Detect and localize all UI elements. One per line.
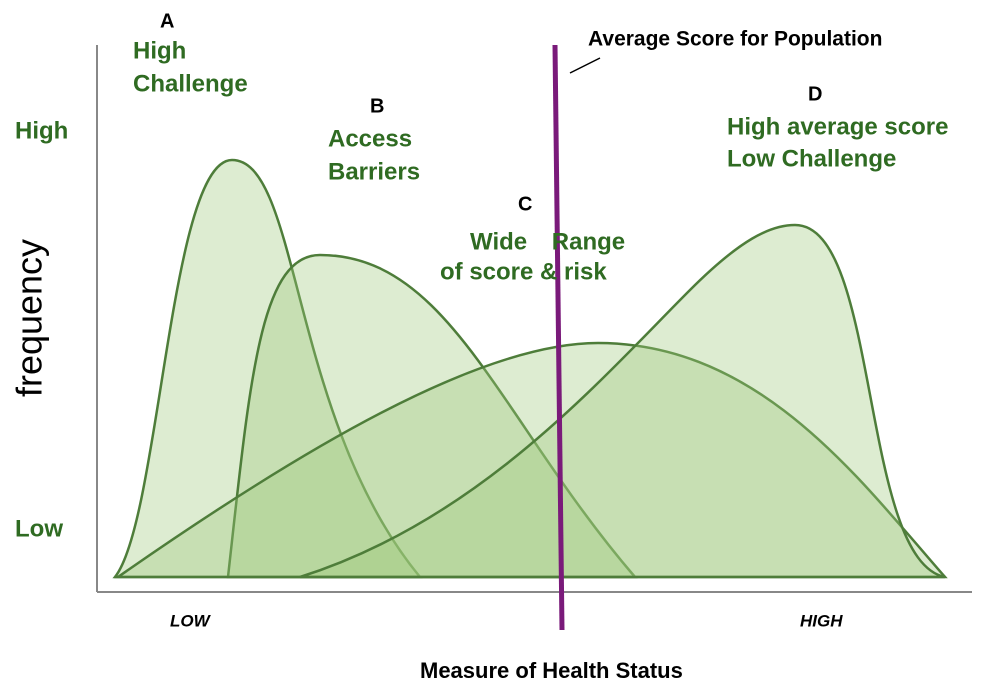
group-label: of score & risk	[440, 258, 607, 285]
group-letter: C	[518, 193, 532, 215]
group-label: High	[133, 37, 186, 64]
pointer	[569, 57, 601, 74]
average-label: Average Score for Population	[588, 28, 882, 51]
group-letter: A	[160, 10, 174, 32]
group-label: Low Challenge	[727, 145, 896, 172]
y-axis-label: frequency	[9, 239, 50, 397]
y-low: Low	[15, 515, 63, 542]
x-high: HIGH	[800, 611, 843, 630]
group-label: Barriers	[328, 158, 420, 185]
group-label: Wide Range	[470, 228, 625, 255]
curve-c	[114, 341, 948, 579]
group-letter: B	[370, 95, 384, 117]
group-label: Challenge	[133, 70, 248, 97]
curve-d	[299, 223, 946, 579]
curve-b	[226, 253, 638, 579]
x-low: LOW	[170, 611, 212, 630]
y-high: High	[15, 117, 68, 144]
curve-a	[112, 158, 423, 579]
group-letter: D	[808, 83, 822, 105]
x-axis-label: Measure of Health Status	[420, 658, 683, 683]
average-line	[552, 44, 565, 631]
group-label: Access	[328, 125, 412, 152]
group-label: High average score	[727, 113, 948, 140]
